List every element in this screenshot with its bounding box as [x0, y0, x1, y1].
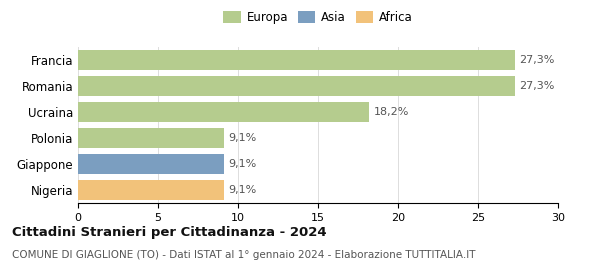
Bar — [78, 76, 515, 96]
Text: 27,3%: 27,3% — [520, 55, 555, 65]
Text: 18,2%: 18,2% — [374, 107, 409, 117]
Text: 9,1%: 9,1% — [229, 185, 257, 195]
Text: 9,1%: 9,1% — [229, 159, 257, 169]
Bar — [78, 154, 224, 174]
Text: COMUNE DI GIAGLIONE (TO) - Dati ISTAT al 1° gennaio 2024 - Elaborazione TUTTITAL: COMUNE DI GIAGLIONE (TO) - Dati ISTAT al… — [12, 250, 476, 259]
Bar — [78, 128, 224, 147]
Text: 27,3%: 27,3% — [520, 81, 555, 91]
Legend: Europa, Asia, Africa: Europa, Asia, Africa — [221, 9, 415, 27]
Text: 9,1%: 9,1% — [229, 133, 257, 143]
Text: Cittadini Stranieri per Cittadinanza - 2024: Cittadini Stranieri per Cittadinanza - 2… — [12, 226, 326, 239]
Bar — [78, 102, 369, 122]
Bar — [78, 180, 224, 200]
Bar — [78, 50, 515, 69]
